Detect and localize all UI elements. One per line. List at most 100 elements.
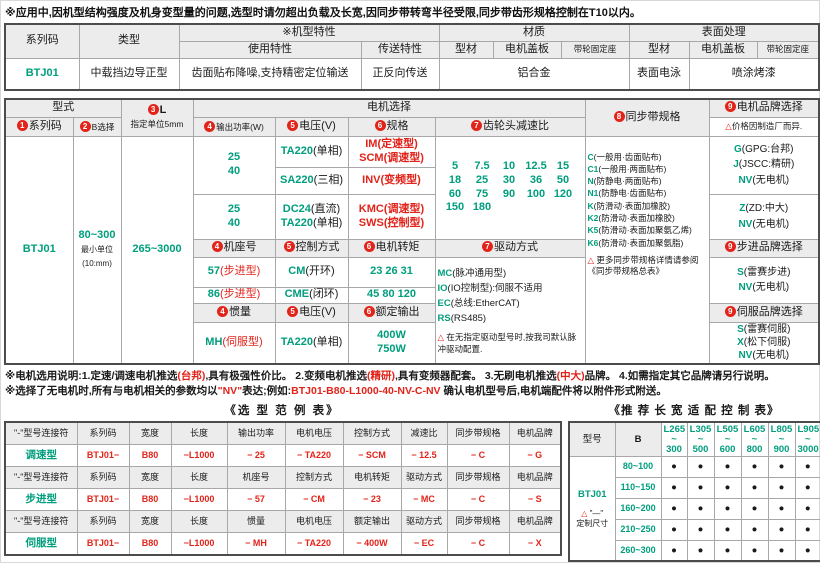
voltage-col-label: 电压(V) — [299, 119, 336, 132]
belt-spec-item: K2(防滑动·表面加橡胶) — [588, 212, 707, 224]
belt-spec-item: K(防滑动·表面加橡胶) — [588, 200, 707, 212]
drive-subheader: 7 驱动方式 — [434, 238, 586, 258]
control-cme-cell: CME(闭环) — [274, 286, 349, 304]
note-red-nv: "NV" — [217, 384, 243, 397]
availability-dot: ● — [767, 518, 796, 541]
col-header: 电机电压 — [284, 421, 344, 446]
warning-triangle-icon: △ — [587, 255, 595, 265]
im-desc: (定速型) — [377, 137, 418, 150]
example-value: − 400W — [342, 532, 402, 556]
brand-item: NV(无电机) — [712, 173, 817, 189]
surface-coat-value: 喷涂烤漆 — [688, 57, 820, 91]
availability-dot: ● — [794, 518, 820, 541]
surface-seat-header: 带轮固定座 — [756, 40, 820, 59]
example-value: − MH — [226, 532, 286, 556]
col-header: 宽度 — [128, 510, 172, 534]
power-col-header: 4 输出功率(W) — [192, 116, 276, 137]
num6-badge: 6 — [363, 305, 375, 317]
example-value: BTJ01− — [76, 444, 130, 468]
brand-select-header-label: 电机品牌选择 — [736, 101, 803, 114]
transfer-feature-value: 正反向传送 — [360, 57, 440, 91]
brand-item: Z(ZD:中大) — [712, 201, 817, 217]
ratio-value: 100 — [526, 187, 546, 200]
frame-subheader-label: 机座号 — [223, 241, 257, 254]
brand-step-cell: S(雷赛步进) NV(无电机) — [708, 256, 820, 304]
brand-code: NV — [738, 282, 753, 293]
model-value-cell: BTJ01 △ "—" 定制尺寸 — [568, 455, 616, 562]
price-note: △价格因制造厂而异. — [708, 116, 820, 137]
ratio-col-label: 齿轮头减速比 — [483, 119, 549, 132]
belt-spec-header: 8 同步带规格 — [584, 98, 710, 137]
availability-dot: ● — [713, 497, 742, 520]
rated-subheader-label: 额定输出 — [375, 305, 420, 318]
brand-item: J(JSCC:精研) — [712, 157, 817, 173]
mh-code: MH — [205, 335, 223, 348]
ratio-value: 18 — [448, 173, 462, 186]
col-header: 控制方式 — [342, 421, 402, 446]
brand-code: Z — [739, 203, 746, 214]
length-unit: 指定单位5mm — [130, 118, 184, 129]
example-table-block: 《选 型 范 例 表》 "-"型号连接符 系列码 宽度 长度 输出功率 电机电压… — [4, 400, 562, 562]
availability-dot: ● — [660, 497, 688, 520]
voltage-col-header: 5 电压(V) — [274, 116, 349, 137]
connector-header: "-"型号连接符 — [4, 510, 78, 534]
voltage-subheader-label: 电压(V) — [299, 305, 336, 318]
servo-brand-subheader: 9 伺服品牌选择 — [708, 302, 820, 323]
ta220-desc: (单相) — [312, 216, 343, 229]
example-value: −L1000 — [170, 532, 228, 556]
example-value: − C — [446, 532, 510, 556]
example-value: − MC — [400, 488, 448, 512]
note-text: 确认电机型号后,电机端配件将以附件形式附送。 — [440, 384, 667, 397]
availability-dot: ● — [660, 539, 688, 562]
example-table-title: 《选 型 范 例 表》 — [224, 405, 340, 418]
l-range-header: L305 ~ 500 — [686, 421, 715, 457]
drive-item: MC(脉冲通用型) — [438, 266, 583, 281]
brand-item: NV(无电机) — [712, 349, 817, 362]
num5-badge: 5 — [283, 241, 295, 253]
col-header: 电机品牌 — [508, 510, 562, 534]
col-header: 同步带规格 — [446, 466, 510, 490]
frame-subheader: 4 机座号 — [192, 238, 276, 258]
col-header: 宽度 — [128, 466, 172, 490]
example-value: − 23 — [342, 488, 402, 512]
availability-dot: ● — [767, 539, 796, 562]
voltage-dc24-cell: DC24(直流) TA220(单相) — [274, 193, 349, 240]
availability-dot: ● — [686, 476, 715, 499]
warning-triangle-icon: △ — [581, 508, 588, 518]
example-value: − CM — [284, 488, 344, 512]
brand-item: NV(无电机) — [712, 280, 817, 296]
example-value: −L1000 — [170, 444, 228, 468]
ratio-value: 10 — [502, 160, 516, 172]
note-line-1: ※电机选用说明:1.定速/调速电机推选(台邦),具有极强性价比。 2.变频电机推… — [5, 369, 816, 384]
num6-badge: 6 — [374, 119, 386, 131]
row-label-speed: 调速型 — [4, 444, 78, 468]
example-value: − 25 — [226, 444, 286, 468]
num6-badge: 6 — [363, 241, 375, 253]
availability-dot: ● — [740, 476, 769, 499]
price-note-text: 价格因制造厂而异. — [731, 121, 803, 132]
material-profile-header: 型材 — [438, 40, 494, 59]
col-header: 宽度 — [128, 421, 172, 446]
frame-86-cell: 86(步进型) — [192, 286, 276, 304]
row-label-step: 步进型 — [4, 488, 78, 512]
brand-item: X(松下伺服) — [712, 336, 817, 349]
use-feature-value: 齿面贴布降噪,支持精密定位输送 — [178, 57, 362, 91]
availability-dot: ● — [740, 455, 769, 478]
style-header: 型式 — [4, 98, 122, 118]
inertia-mh-cell: MH(伺服型) — [192, 321, 276, 365]
frame-57-code: 57 — [207, 265, 220, 278]
brand-ac-cell: G(GPG:台邦) J(JSCC:精研) NV(无电机) — [708, 135, 820, 195]
recommend-table-title: 《推 荐 长 宽 适 配 控 制 表》 — [608, 405, 780, 418]
belt-note: △ 更多同步带规格详情请参阅《同步带规格总表》 — [588, 255, 707, 278]
col-header: 同步带规格 — [446, 421, 510, 446]
ratio-value: 180 — [472, 201, 492, 214]
series-col-label: 系列码 — [28, 119, 62, 132]
num3-badge: 3 — [147, 104, 159, 115]
col-header: 系列码 — [76, 421, 130, 446]
spec-im-scm-cell: IM(定速型) SCM(调速型) — [347, 135, 436, 168]
series-value-cell: BTJ01 — [4, 135, 74, 365]
model-col-header: 型号 — [568, 421, 616, 457]
material-value: 铝合金 — [438, 57, 630, 91]
example-value: −L1000 — [170, 488, 228, 512]
